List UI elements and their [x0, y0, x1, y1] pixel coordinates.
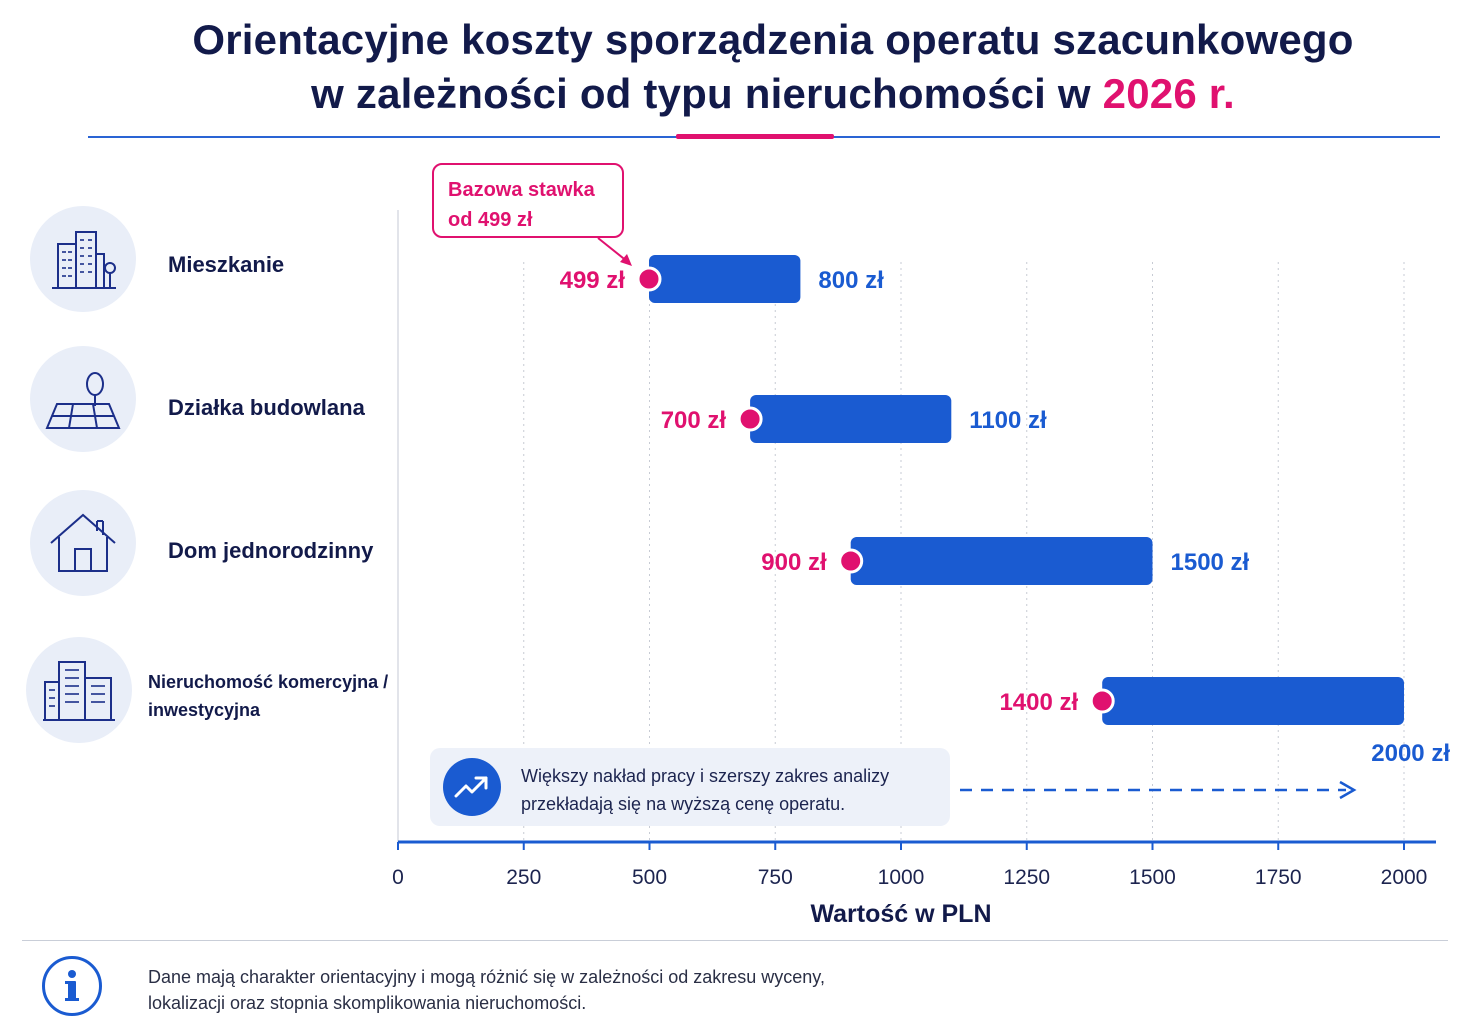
footer-disclaimer: Dane mają charakter orientacyjny i mogą … [148, 964, 1048, 1016]
chart-title-line1: Orientacyjne koszty sporządzenia operatu… [192, 16, 1354, 63]
x-tick-label-1500: 1500 [1129, 866, 1176, 889]
x-tick-label-0: 0 [392, 866, 404, 889]
min-label-1: 700 zł [661, 407, 727, 434]
office-buildings-icon [26, 637, 132, 743]
range-bar-2 [850, 537, 1153, 585]
footer-divider [22, 940, 1448, 941]
footer-line2: lokalizacji oraz stopnia skomplikowania … [148, 993, 587, 1013]
x-tick-label-1000: 1000 [878, 866, 925, 889]
min-marker-3 [1089, 688, 1115, 714]
note-line2: przekładają się na wyższą cenę operatu. [521, 794, 846, 814]
title-year-accent: 2026 r. [1102, 70, 1235, 117]
title-prefix: w zależności od typu nieruchomości w [311, 70, 1091, 117]
x-tick-label-1250: 1250 [1003, 866, 1050, 889]
note-box [430, 748, 950, 826]
min-marker-0 [636, 266, 662, 292]
info-icon [42, 956, 102, 1016]
house-icon [30, 490, 136, 596]
max-label-3: 2000 zł [1371, 740, 1450, 767]
chart-title-line2: w zależności od typu nieruchomości w 202… [40, 68, 1466, 120]
land-plot-tree-icon [30, 346, 136, 452]
callout-line2: od 499 zł [448, 209, 533, 231]
range-bar-0 [648, 255, 801, 303]
min-marker-1 [737, 406, 763, 432]
x-tick-label-750: 750 [758, 866, 793, 889]
x-tick-label-250: 250 [506, 866, 541, 889]
x-tick-label-1750: 1750 [1255, 866, 1302, 889]
range-bar-3 [1102, 677, 1404, 725]
category-label-apartment: Mieszkanie [168, 252, 285, 277]
min-label-3: 1400 zł [999, 689, 1078, 716]
min-label-0: 499 zł [560, 267, 626, 294]
apartment-building-icon [30, 206, 136, 312]
callout-pointer-head [620, 254, 632, 266]
max-label-0: 800 zł [818, 267, 884, 294]
x-axis-title: Wartość w PLN [810, 900, 991, 928]
base-rate-callout: Bazowa stawka od 499 zł [432, 163, 624, 238]
category-label-plot: Działka budowlana [168, 395, 365, 420]
range-bar-1 [750, 395, 952, 443]
min-marker-2 [838, 548, 864, 574]
range-bar-chart: 0 250 500 750 1000 1250 1500 1750 2000 Wartość w … [392, 210, 1450, 928]
callout-line1: Bazowa stawka [448, 179, 595, 201]
max-label-1: 1100 zł [969, 407, 1047, 434]
trend-up-icon [443, 758, 501, 816]
category-label-commercial-line2: inwestycyjna [148, 700, 261, 720]
category-label-house: Dom jednorodzinny [168, 538, 374, 563]
category-label-commercial: Nieruchomość komercyjna / inwestycyjna [148, 668, 388, 724]
title-divider-accent [676, 134, 834, 139]
note-line1: Większy nakład pracy i szerszy zakres an… [521, 766, 890, 786]
category-label-commercial-line1: Nieruchomość komercyjna / [148, 672, 389, 692]
note-text: Większy nakład pracy i szerszy zakres an… [521, 762, 941, 818]
min-label-2: 900 zł [761, 549, 827, 576]
callout-pointer-line [597, 237, 629, 263]
trend-arrow-head [1339, 780, 1357, 800]
x-tick-label-2000: 2000 [1381, 866, 1428, 889]
footer-line1: Dane mają charakter orientacyjny i mogą … [148, 967, 825, 987]
x-tick-label-500: 500 [632, 866, 667, 889]
max-label-2: 1500 zł [1171, 549, 1250, 576]
